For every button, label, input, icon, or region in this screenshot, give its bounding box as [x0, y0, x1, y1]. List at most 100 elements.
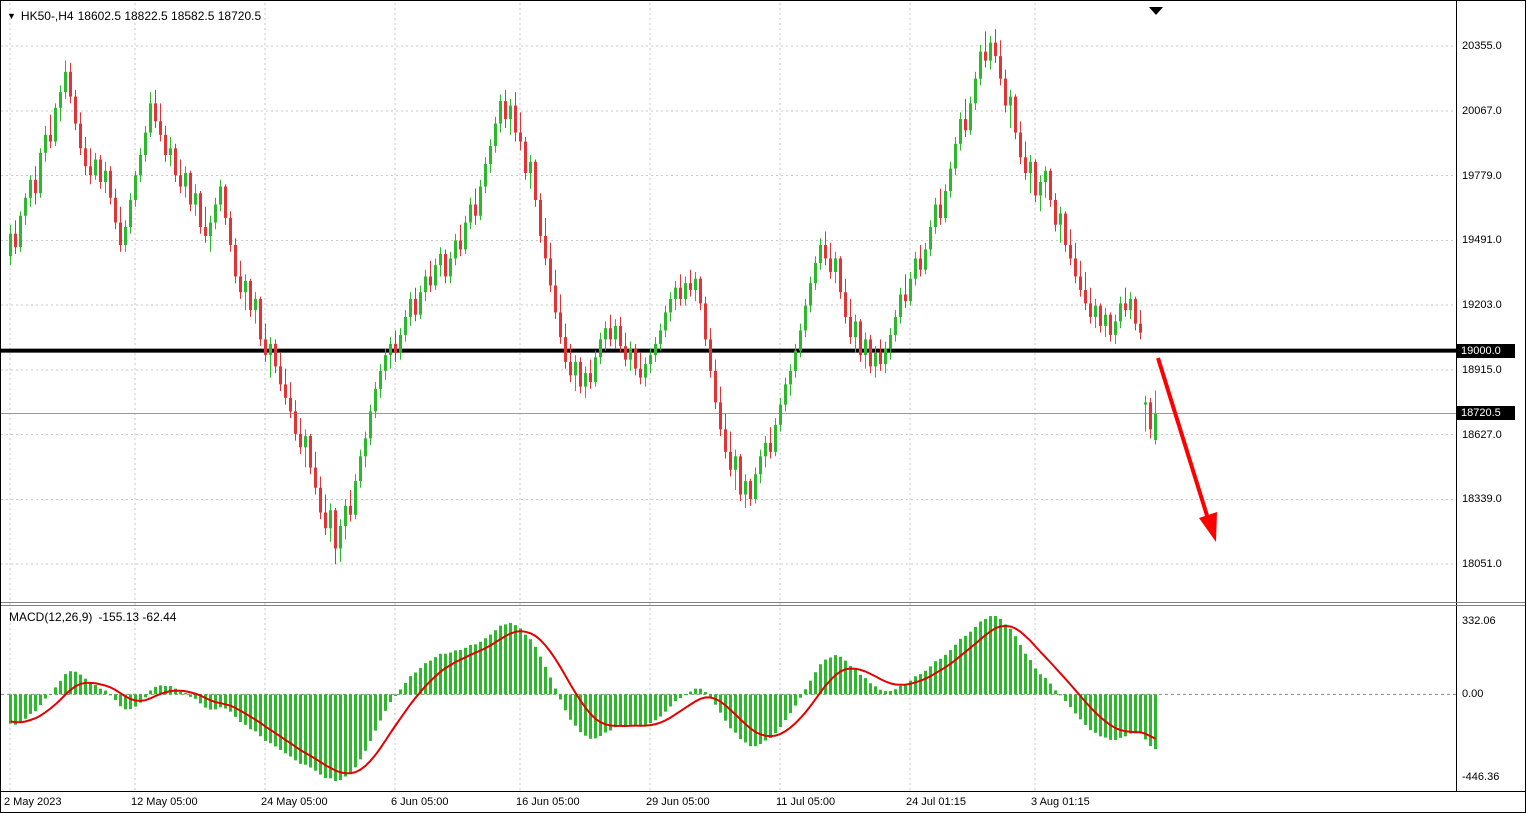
macd-bar: [1124, 694, 1127, 737]
time-axis-label: 3 Aug 01:15: [1031, 796, 1090, 808]
candle-down: [984, 51, 987, 61]
macd-bar: [124, 694, 127, 710]
macd-bar: [519, 628, 522, 695]
candle-up: [794, 350, 797, 371]
macd-bar: [914, 676, 917, 695]
macd-bar: [54, 687, 57, 695]
macd-bar: [219, 694, 222, 708]
candle-up: [354, 481, 357, 515]
macd-bar: [609, 694, 612, 731]
macd-bar: [689, 691, 692, 695]
trend-arrow-object[interactable]: [1156, 357, 1217, 542]
candle-up: [974, 78, 977, 104]
macd-bar: [934, 661, 937, 695]
macd-bar: [469, 644, 472, 695]
candle-up: [584, 373, 587, 387]
candle-up: [489, 146, 492, 165]
candle-up: [1009, 96, 1012, 106]
candle-up: [804, 305, 807, 331]
candle-up: [779, 404, 782, 425]
candle-up: [1059, 213, 1062, 225]
macd-bar: [604, 694, 607, 733]
candle-down: [859, 321, 862, 356]
macd-bar: [64, 674, 67, 695]
macd-bar: [1039, 674, 1042, 695]
candle-down: [679, 287, 682, 299]
macd-bar: [59, 680, 62, 695]
candle-up: [629, 348, 632, 360]
candle-down: [319, 487, 322, 513]
macd-bar: [74, 671, 77, 695]
macd-bar: [544, 666, 547, 695]
candle-up: [244, 280, 247, 293]
macd-bar: [439, 653, 442, 695]
macd-bar: [244, 694, 247, 725]
candle-down: [624, 346, 627, 360]
macd-bar: [424, 663, 427, 695]
chart-dropdown-icon[interactable]: ▼: [7, 11, 16, 21]
candle-up: [379, 370, 382, 389]
candle-up: [684, 283, 687, 299]
macd-bar: [1134, 694, 1137, 734]
macd-bar: [704, 692, 707, 695]
candle-up: [409, 298, 412, 317]
macd-bar: [744, 694, 747, 743]
price-axis-label: 18627.0: [1462, 428, 1502, 441]
macd-bar: [144, 694, 147, 698]
candle-down: [729, 451, 732, 470]
candle-down: [224, 186, 227, 218]
macd-bar: [314, 694, 317, 771]
candle-down: [1109, 314, 1112, 335]
chart-shift-marker-icon[interactable]: [1149, 7, 1163, 15]
macd-bar: [459, 650, 462, 695]
macd-bar: [584, 694, 587, 736]
time-axis-label: 24 Jul 01:15: [906, 796, 966, 808]
candle-down: [239, 276, 242, 293]
candle-up: [9, 233, 12, 257]
macd-bar: [254, 694, 257, 732]
candle-up: [864, 339, 867, 356]
hline-price-tag: 19000.0: [1457, 343, 1515, 358]
price-axis-label: 19491.0: [1462, 234, 1502, 247]
macd-bar: [164, 686, 167, 695]
candle-down: [869, 339, 872, 367]
candle-up: [799, 330, 802, 351]
candle-up: [144, 132, 147, 156]
candle-up: [959, 119, 962, 144]
macd-bar: [569, 694, 572, 720]
macd-bar: [1004, 624, 1007, 695]
candle-down: [1069, 244, 1072, 259]
macd-bar: [429, 660, 432, 695]
macd-bar: [339, 694, 342, 781]
macd-bar: [984, 618, 987, 695]
candle-down: [349, 505, 352, 515]
candle-up: [614, 325, 617, 340]
macd-bar: [929, 666, 932, 695]
candle-up: [464, 222, 467, 250]
macd-indicator-label: MACD(12,26,9) -155.13 -62.44: [9, 610, 182, 624]
macd-bar: [774, 694, 777, 734]
candle-down: [1099, 305, 1102, 326]
macd-bar: [1129, 694, 1132, 734]
macd-bar: [894, 689, 897, 695]
price-axis-label: 18339.0: [1462, 493, 1502, 506]
macd-bar: [409, 676, 412, 695]
candle-down: [999, 56, 1002, 79]
candle-up: [134, 175, 137, 201]
candle-down: [1004, 78, 1007, 106]
macd-bar: [99, 688, 102, 695]
candle-up: [329, 510, 332, 529]
candle-up: [339, 526, 342, 549]
candle-down: [939, 204, 942, 218]
candle-down: [749, 481, 752, 500]
candle-down: [229, 217, 232, 245]
candlesticks: [9, 29, 1157, 565]
candle-up: [1029, 161, 1032, 174]
candle-up: [949, 168, 952, 192]
candle-down: [579, 361, 582, 387]
candle-down: [554, 285, 557, 313]
candle-up: [654, 343, 657, 356]
horizontal-line-object[interactable]: [1, 348, 1456, 353]
candle-down: [539, 200, 542, 236]
